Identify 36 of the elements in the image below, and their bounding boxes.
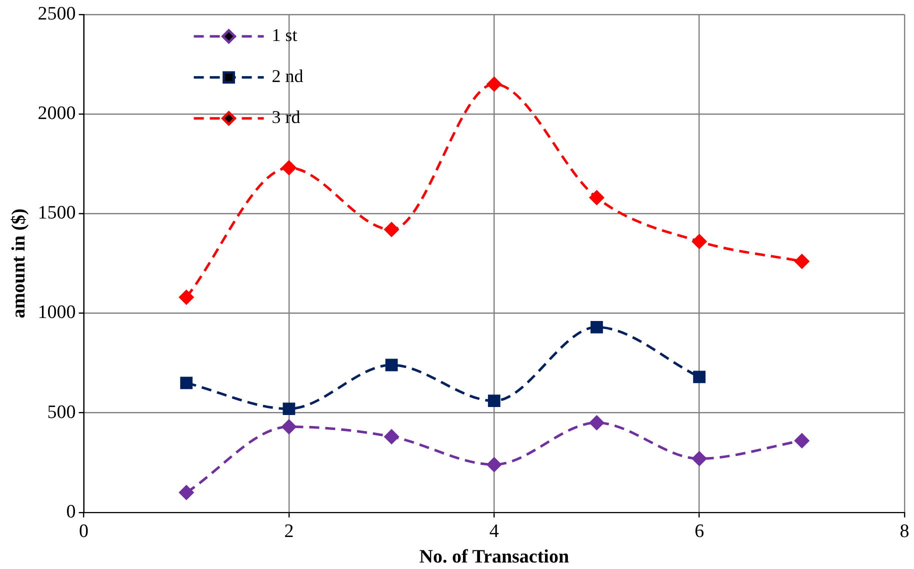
point xyxy=(693,370,706,384)
x-tick-label: 0 xyxy=(79,520,89,542)
point xyxy=(384,429,399,444)
legend-label: 1 st xyxy=(272,25,298,46)
point xyxy=(488,394,500,408)
point xyxy=(692,451,707,466)
x-tick-label: 6 xyxy=(694,520,704,542)
point xyxy=(282,160,296,176)
y-tick-label: 1500 xyxy=(38,202,76,224)
legend-label: 3 rd xyxy=(272,107,300,128)
x-tick-label: 2 xyxy=(284,520,294,542)
point xyxy=(384,222,399,237)
point xyxy=(282,402,296,416)
point xyxy=(794,433,810,448)
point xyxy=(486,457,502,472)
point xyxy=(180,376,193,390)
point xyxy=(590,320,603,334)
y-tick-label: 2000 xyxy=(38,102,76,124)
point xyxy=(692,234,707,249)
point xyxy=(385,358,398,372)
legend-label: 2 nd xyxy=(272,66,304,86)
y-axis-title: amount in ($) xyxy=(8,208,30,318)
y-tick-label: 1000 xyxy=(38,302,76,324)
x-tick-label: 8 xyxy=(900,520,910,542)
point xyxy=(486,76,502,92)
x-axis-title: No. of Transaction xyxy=(419,546,570,568)
point xyxy=(794,254,810,269)
y-tick-label: 500 xyxy=(47,402,76,423)
x-tick-label: 4 xyxy=(489,520,500,542)
point xyxy=(179,485,194,500)
point xyxy=(589,416,604,430)
y-tick-label: 2500 xyxy=(38,3,76,24)
point xyxy=(282,419,296,434)
y-tick-label: 0 xyxy=(66,501,76,522)
point xyxy=(179,290,194,305)
point xyxy=(589,190,604,205)
